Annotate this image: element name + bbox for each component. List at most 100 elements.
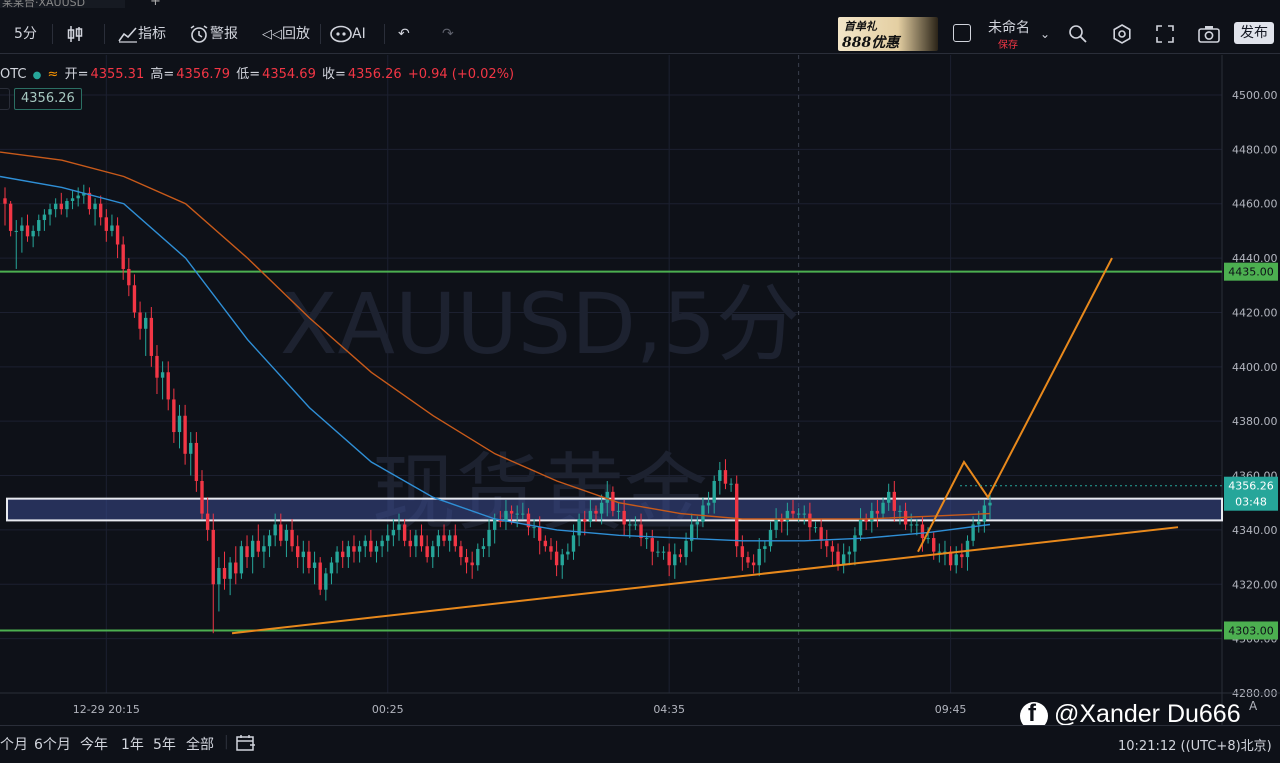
new-tab-icon[interactable]: +: [150, 0, 161, 9]
clock[interactable]: 10:21:12 ((UTC+8)北京): [1118, 739, 1272, 754]
quick-search-button[interactable]: [1068, 20, 1088, 48]
candle-body: [177, 415, 182, 433]
candle-body: [729, 483, 733, 485]
y-tick-label: 4500.00: [1232, 89, 1278, 102]
candle-body: [402, 524, 407, 541]
candle-body: [858, 519, 863, 536]
candles-icon: [67, 26, 83, 42]
candle-body: [380, 540, 384, 547]
candle-body: [538, 527, 542, 541]
candle-body: [98, 203, 103, 218]
candle-body: [757, 548, 761, 566]
snapshot-button[interactable]: [1198, 20, 1220, 48]
x-tick-label: 09:45: [935, 703, 967, 716]
replay-button[interactable]: ◁◁回放: [262, 20, 310, 48]
alerts-button[interactable]: 警报: [188, 20, 238, 48]
layout-square-icon[interactable]: [953, 24, 971, 42]
y-tick-label: 4340.00: [1232, 524, 1278, 537]
candle-body: [577, 519, 581, 536]
legend-collapse-handle[interactable]: [0, 88, 10, 110]
candle-body: [504, 510, 508, 522]
range-button[interactable]: 个月: [0, 737, 28, 753]
toolbar-divider: [320, 24, 321, 44]
candle-body: [419, 535, 424, 547]
symbol-label[interactable]: OTC: [0, 67, 27, 82]
undo-button[interactable]: ↶: [398, 20, 410, 48]
date-range-button[interactable]: [236, 734, 256, 756]
candle-body: [464, 557, 469, 563]
settings-button[interactable]: [1112, 20, 1132, 48]
camera-icon: [1198, 26, 1220, 43]
interval-button[interactable]: 5分: [14, 20, 37, 48]
candle-body: [87, 192, 92, 210]
toolbar-divider: [104, 24, 105, 44]
candle-body: [329, 562, 334, 574]
candle-body: [273, 524, 277, 536]
candle-body: [239, 546, 244, 574]
ascending-trendline: [231, 526, 1179, 635]
auto-scale-toggle[interactable]: A: [1249, 699, 1258, 713]
candle-body: [886, 491, 891, 503]
chart-type-button[interactable]: [66, 20, 84, 48]
candle-body: [909, 524, 913, 526]
candle-body: [290, 529, 294, 547]
layout-name[interactable]: 未命名: [988, 20, 1030, 36]
ai-icon: [330, 25, 352, 43]
layout-menu-chevron-icon[interactable]: ⌄: [1040, 27, 1051, 41]
candle-body: [194, 442, 199, 481]
toolbar-divider: |: [224, 734, 229, 750]
low-label: 低=: [236, 67, 261, 82]
candle-body: [318, 562, 322, 590]
range-button[interactable]: 6个月: [34, 737, 71, 753]
candle-body: [780, 519, 784, 522]
low-value: 4354.69: [262, 67, 316, 82]
candle-body: [509, 510, 514, 514]
range-button[interactable]: 今年: [80, 737, 108, 753]
candle-body: [813, 527, 818, 529]
candle-body: [8, 203, 13, 231]
window-tab[interactable]: 某某台·XAUUSD: [0, 0, 125, 9]
candle-body: [470, 562, 474, 566]
open-label: 开=: [64, 67, 89, 82]
candle-body: [414, 535, 418, 547]
window-tab-label: 某某台·XAUUSD: [2, 0, 86, 9]
range-button[interactable]: 5年: [153, 737, 176, 753]
candle-body: [93, 203, 97, 210]
candle-body: [830, 546, 835, 552]
candle-body: [701, 505, 705, 522]
candle-body: [825, 540, 829, 547]
indicators-icon: [118, 27, 137, 43]
candle-body: [937, 551, 942, 553]
candle-body: [673, 554, 677, 566]
candle-body: [301, 551, 306, 558]
candle-body: [70, 198, 75, 202]
indicators-button[interactable]: 指标: [118, 20, 166, 48]
publish-button[interactable]: 发布: [1234, 22, 1274, 44]
candle-body: [836, 551, 840, 566]
candle-body: [898, 510, 902, 512]
candle-body: [20, 225, 24, 231]
candle-body: [977, 521, 981, 525]
promo-banner[interactable]: 首单礼 888优惠: [838, 17, 938, 51]
undo-icon: ↶: [398, 26, 410, 42]
candle-body: [791, 510, 795, 514]
y-tick-label: 4480.00: [1232, 143, 1278, 156]
candle-body: [594, 510, 598, 514]
candle-body: [735, 483, 739, 547]
candle-body: [656, 551, 660, 553]
range-button[interactable]: 全部: [186, 737, 214, 753]
candle-body: [115, 225, 120, 245]
range-button[interactable]: 1年: [121, 737, 144, 753]
candle-body: [802, 513, 806, 515]
candle-body: [971, 524, 975, 541]
candle-body: [53, 203, 58, 210]
price-chart[interactable]: 4280.004300.004320.004340.004360.004380.…: [0, 55, 1280, 725]
candle-body: [335, 551, 339, 563]
fullscreen-button[interactable]: [1156, 20, 1174, 48]
candle-body: [250, 540, 255, 558]
candle-body: [160, 372, 165, 378]
candle-body: [751, 562, 756, 566]
ai-button[interactable]: AI: [330, 20, 366, 48]
candle-body: [324, 573, 328, 590]
redo-button[interactable]: ↷: [442, 20, 454, 48]
